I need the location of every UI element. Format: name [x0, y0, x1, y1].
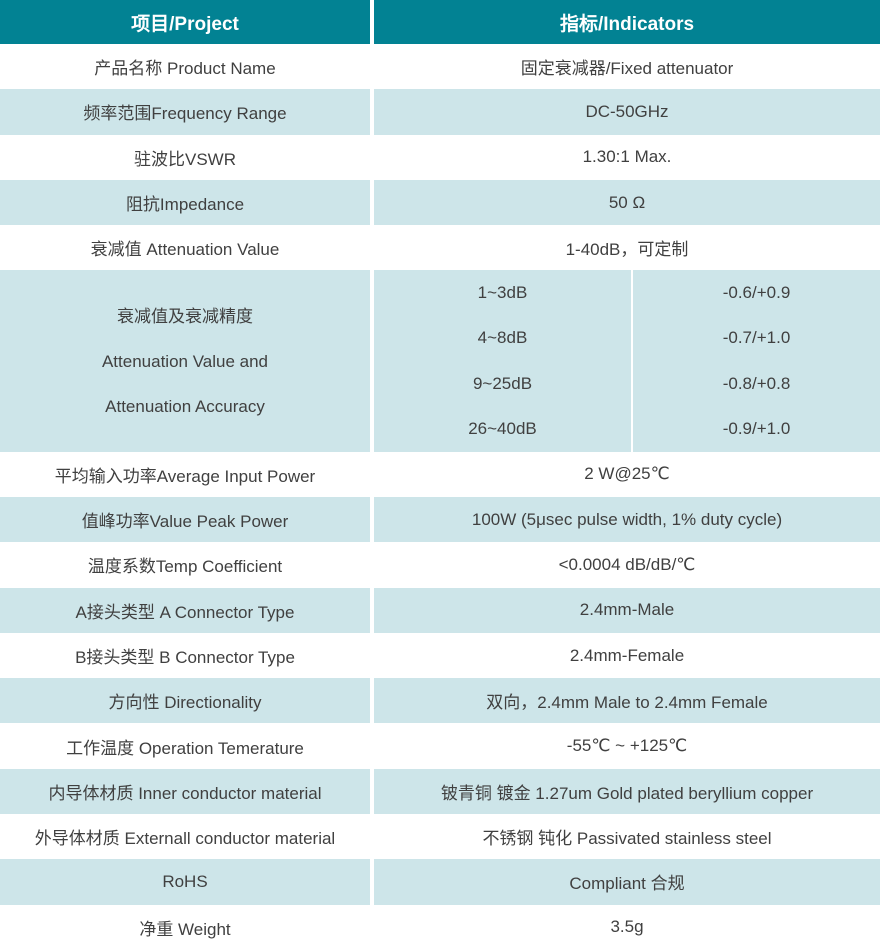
- attenuation-range: 1~3dB: [477, 283, 528, 303]
- column-divider: [370, 768, 374, 815]
- row-label: 方向性 Directionality: [0, 678, 370, 724]
- table-row-attenuation-accuracy: 衰减值及衰减精度 Attenuation Value and Attenuati…: [0, 270, 880, 452]
- row-label-line: 衰减值及衰减精度: [117, 306, 253, 326]
- row-label: 外导体材质 Externall conductor material: [34, 829, 336, 849]
- table-row-peak-power: 值峰功率Value Peak Power 100W (5μsec pulse w…: [0, 496, 880, 543]
- attenuation-range: 26~40dB: [468, 419, 537, 439]
- column-divider: [370, 496, 374, 543]
- row-value: <0.0004 dB/dB/℃: [558, 554, 696, 574]
- row-value: 铍青铜 镀金 1.27um Gold plated beryllium copp…: [374, 768, 880, 815]
- row-label: 驻波比VSWR: [134, 149, 236, 169]
- row-label: RoHS: [0, 859, 370, 905]
- table-row-impedance: 阻抗Impedance 50 Ω: [0, 179, 880, 226]
- row-label: A接头类型 A Connector Type: [0, 587, 370, 633]
- column-divider: [370, 179, 374, 226]
- column-divider: [370, 859, 374, 905]
- row-label: 值峰功率Value Peak Power: [0, 496, 370, 543]
- accuracy-subrow: 26~40dB -0.9/+1.0: [374, 406, 880, 452]
- column-divider: [370, 632, 374, 679]
- row-value: 双向，2.4mm Male to 2.4mm Female: [374, 678, 880, 724]
- table-row-operation-temperature: 工作温度 Operation Temerature -55℃ ~ +125℃: [0, 723, 880, 769]
- attenuation-tolerance: -0.6/+0.9: [722, 283, 791, 303]
- table-row-temp-coefficient: 温度系数Temp Coefficient <0.0004 dB/dB/℃: [0, 542, 880, 588]
- attenuation-tolerance: -0.7/+1.0: [722, 328, 791, 348]
- table-row-inner-conductor: 内导体材质 Inner conductor material 铍青铜 镀金 1.…: [0, 768, 880, 815]
- row-value: 100W (5μsec pulse width, 1% duty cycle): [374, 496, 880, 543]
- table-row-directionality: 方向性 Directionality 双向，2.4mm Male to 2.4m…: [0, 678, 880, 724]
- row-value: 1-40dB，可定制: [565, 240, 689, 260]
- row-value: -55℃ ~ +125℃: [566, 736, 688, 756]
- table-row-attenuation-value: 衰减值 Attenuation Value 1-40dB，可定制: [0, 225, 880, 271]
- column-divider: [370, 451, 374, 497]
- header-cell-project: 项目/Project: [131, 13, 239, 35]
- row-value: 3.5g: [610, 917, 644, 937]
- subcolumn-divider: [631, 315, 633, 362]
- table-row-product-name: 产品名称 Product Name 固定衰减器/Fixed attenuator: [0, 44, 880, 90]
- column-divider: [370, 723, 374, 769]
- table-row-b-connector-type: B接头类型 B Connector Type 2.4mm-Female: [0, 632, 880, 679]
- table-row-rohs: RoHS Compliant 合规: [0, 859, 880, 905]
- attenuation-tolerance: -0.8/+0.8: [722, 373, 791, 393]
- table-row-average-input-power: 平均输入功率Average Input Power 2 W@25℃: [0, 451, 880, 497]
- row-label-line: Attenuation Accuracy: [105, 396, 265, 416]
- table-row-weight: 净重 Weight 3.5g: [0, 904, 880, 950]
- table-header-row: 项目/Project 指标/Indicators: [0, 0, 880, 44]
- attenuation-tolerance: -0.9/+1.0: [722, 419, 791, 439]
- row-label: 阻抗Impedance: [0, 179, 370, 226]
- row-value: DC-50GHz: [374, 89, 880, 135]
- column-divider: [370, 270, 374, 452]
- row-value: 2 W@25℃: [584, 464, 670, 484]
- table-row-a-connector-type: A接头类型 A Connector Type 2.4mm-Male: [0, 587, 880, 633]
- row-label: 衰减值 Attenuation Value: [90, 240, 280, 260]
- column-divider: [370, 225, 374, 271]
- row-value: 1.30:1 Max.: [582, 147, 672, 167]
- accuracy-subtable: 1~3dB -0.6/+0.9 4~8dB -0.7/+1.0 9~25dB -…: [374, 270, 880, 452]
- row-label: 温度系数Temp Coefficient: [87, 557, 283, 577]
- column-divider: [370, 134, 374, 180]
- header-cell-indicators: 指标/Indicators: [559, 13, 695, 35]
- column-divider: [370, 89, 374, 135]
- accuracy-subrow: 1~3dB -0.6/+0.9: [374, 270, 880, 316]
- row-value: 不锈钢 钝化 Passivated stainless steel: [482, 829, 772, 849]
- accuracy-subrow: 9~25dB -0.8/+0.8: [374, 361, 880, 407]
- attenuation-range: 4~8dB: [477, 328, 528, 348]
- row-label: 产品名称 Product Name: [94, 59, 276, 79]
- row-value: 固定衰减器/Fixed attenuator: [520, 59, 734, 79]
- column-divider: [370, 678, 374, 724]
- table-row-external-conductor: 外导体材质 Externall conductor material 不锈钢 钝…: [0, 814, 880, 860]
- row-label: 净重 Weight: [139, 919, 231, 939]
- row-label: 频率范围Frequency Range: [0, 89, 370, 135]
- subcolumn-divider: [631, 361, 633, 407]
- column-divider: [370, 0, 374, 44]
- subcolumn-divider: [631, 406, 633, 452]
- subcolumn-divider: [631, 270, 633, 316]
- row-label: 工作温度 Operation Temerature: [66, 738, 304, 758]
- accuracy-subrow: 4~8dB -0.7/+1.0: [374, 315, 880, 362]
- column-divider: [370, 542, 374, 588]
- table-row-frequency-range: 频率范围Frequency Range DC-50GHz: [0, 89, 880, 135]
- column-divider: [370, 44, 374, 90]
- row-label: B接头类型 B Connector Type: [75, 648, 295, 667]
- column-divider: [370, 814, 374, 860]
- row-label: 内导体材质 Inner conductor material: [0, 768, 370, 815]
- row-value: 2.4mm-Female: [569, 645, 685, 665]
- row-label-multiline: 衰减值及衰减精度 Attenuation Value and Attenuati…: [0, 270, 370, 452]
- row-value: 2.4mm-Male: [374, 587, 880, 633]
- row-label-line: Attenuation Value and: [101, 351, 269, 371]
- table-row-vswr: 驻波比VSWR 1.30:1 Max.: [0, 134, 880, 180]
- attenuation-range: 9~25dB: [472, 373, 533, 393]
- column-divider: [370, 904, 374, 950]
- row-value: 50 Ω: [374, 179, 880, 226]
- column-divider: [370, 587, 374, 633]
- row-label: 平均输入功率Average Input Power: [54, 466, 316, 486]
- row-value: Compliant 合规: [374, 859, 880, 905]
